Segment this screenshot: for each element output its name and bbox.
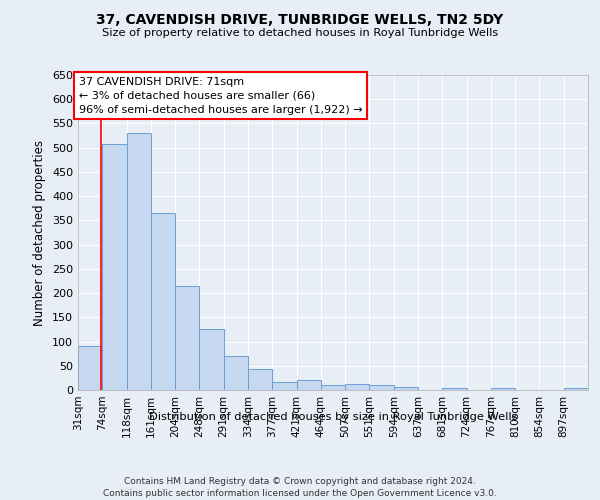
- Bar: [102, 144, 127, 390]
- Text: 37, CAVENDISH DRIVE, TUNBRIDGE WELLS, TN2 5DY: 37, CAVENDISH DRIVE, TUNBRIDGE WELLS, TN…: [97, 12, 503, 26]
- Bar: [78, 346, 102, 390]
- Text: Contains HM Land Registry data © Crown copyright and database right 2024.
Contai: Contains HM Land Registry data © Crown c…: [103, 476, 497, 498]
- Bar: [321, 384, 345, 390]
- Bar: [199, 330, 224, 390]
- Bar: [442, 388, 467, 390]
- Bar: [394, 387, 418, 390]
- Bar: [345, 384, 370, 390]
- Bar: [491, 388, 515, 390]
- Y-axis label: Number of detached properties: Number of detached properties: [34, 140, 46, 326]
- Bar: [248, 369, 272, 390]
- Bar: [151, 213, 175, 390]
- Bar: [296, 380, 321, 390]
- Bar: [224, 356, 248, 390]
- Bar: [370, 385, 394, 390]
- Bar: [175, 286, 199, 390]
- Text: Distribution of detached houses by size in Royal Tunbridge Wells: Distribution of detached houses by size …: [149, 412, 517, 422]
- Text: Size of property relative to detached houses in Royal Tunbridge Wells: Size of property relative to detached ho…: [102, 28, 498, 38]
- Bar: [564, 388, 588, 390]
- Bar: [127, 133, 151, 390]
- Text: 37 CAVENDISH DRIVE: 71sqm
← 3% of detached houses are smaller (66)
96% of semi-d: 37 CAVENDISH DRIVE: 71sqm ← 3% of detach…: [79, 77, 362, 115]
- Bar: [272, 382, 296, 390]
